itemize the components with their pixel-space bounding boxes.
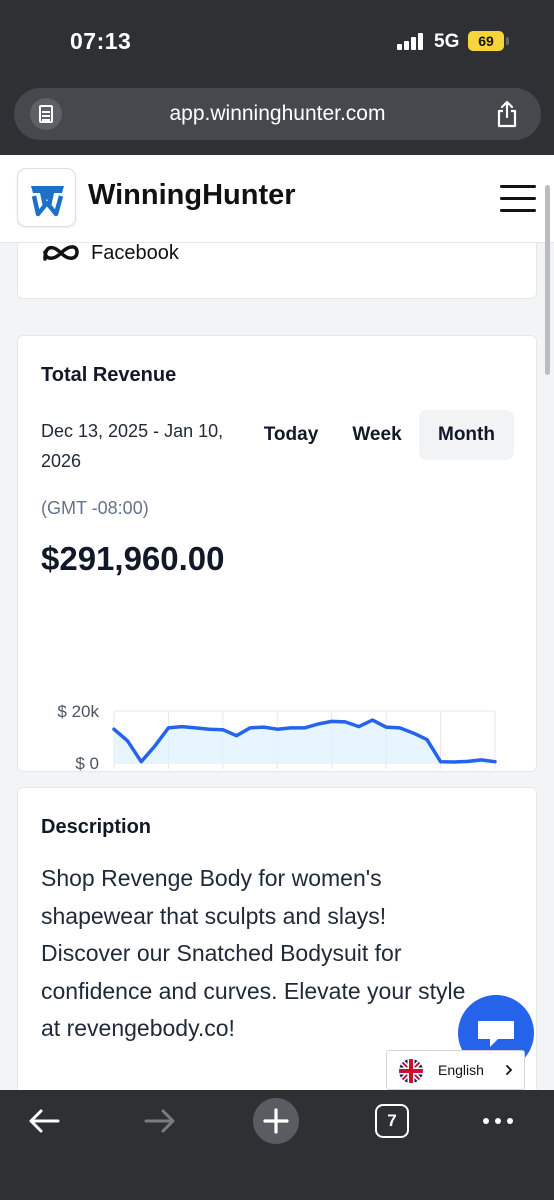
winninghunter-logo[interactable]	[17, 168, 76, 227]
x-tick-label: Dec 13	[68, 774, 120, 776]
tab-week[interactable]: Week	[352, 424, 402, 445]
x-tick-label: Dec 21	[176, 774, 228, 776]
y-tick-label: $ 20k	[57, 702, 99, 721]
battery-tip	[506, 37, 509, 45]
tab-today[interactable]: Today	[263, 424, 319, 445]
language-label: English	[438, 1062, 484, 1078]
revenue-total: $291,960.00	[41, 540, 225, 577]
menu-icon[interactable]	[500, 185, 536, 213]
revenue-chart: $ 0 $ 20k Dec 13Dec 17Dec 21Dec 25Dec 29 Ja…	[57, 702, 501, 776]
network-label: 5G	[434, 31, 460, 52]
x-tick-label: Jan 10	[451, 774, 501, 776]
back-icon[interactable]	[26, 1104, 62, 1138]
status-bar: 07:13 5G 69	[0, 0, 554, 80]
chat-icon	[478, 1021, 514, 1047]
address-bar[interactable]: app.winninghunter.com	[14, 88, 541, 140]
signal-icon	[397, 33, 425, 50]
tab-month[interactable]: Month	[419, 410, 514, 460]
language-selector[interactable]: English	[386, 1050, 525, 1090]
brand-name: WinningHunter	[88, 179, 296, 211]
meta-icon	[43, 245, 79, 261]
url-text[interactable]: app.winninghunter.com	[169, 102, 386, 125]
x-tick-label: Dec 25	[231, 774, 283, 776]
uk-flag-icon	[399, 1059, 423, 1083]
x-tick-label: Jan 06	[396, 774, 446, 776]
x-tick-label: Jan 02	[342, 774, 392, 776]
y-tick-label: $ 0	[75, 754, 99, 773]
revenue-line	[112, 718, 497, 764]
description-card: Description Shop Revenge Body for women'…	[17, 787, 537, 1090]
new-tab-button[interactable]	[253, 1098, 299, 1144]
period-tabs: Today Week Month	[243, 410, 518, 460]
x-tick-label: Dec 17	[122, 774, 174, 776]
x-tick-label: Dec 29	[285, 774, 337, 776]
browser-toolbar: 7	[0, 1090, 554, 1200]
plus-icon	[263, 1108, 289, 1134]
revenue-date-range: Dec 13, 2025 - Jan 10, 2026	[41, 421, 224, 471]
platform-label: Facebook	[91, 242, 179, 264]
description-text: Shop Revenge Body for women's shapewear …	[41, 865, 466, 1041]
site-header: WinningHunter	[0, 155, 554, 243]
page-scrollbar[interactable]	[545, 185, 550, 375]
logo-mark-icon	[31, 186, 64, 217]
more-icon[interactable]	[480, 1104, 516, 1138]
forward-icon[interactable]	[142, 1104, 178, 1138]
description-title: Description	[41, 816, 152, 838]
tabs-button[interactable]: 7	[375, 1104, 409, 1138]
revenue-card: Total Revenue Dec 13, 2025 - Jan 10, 202…	[17, 335, 537, 776]
status-time: 07:13	[70, 28, 132, 54]
share-icon[interactable]	[495, 100, 519, 128]
revenue-title: Total Revenue	[41, 364, 177, 386]
battery-icon: 69	[468, 31, 504, 51]
timezone-label: (GMT -08:00)	[41, 498, 149, 518]
web-page: WinningHunter Facebook Total Revenue Dec…	[0, 155, 554, 1090]
reader-mode-icon[interactable]	[30, 98, 62, 130]
chevron-right-icon	[506, 1065, 513, 1075]
